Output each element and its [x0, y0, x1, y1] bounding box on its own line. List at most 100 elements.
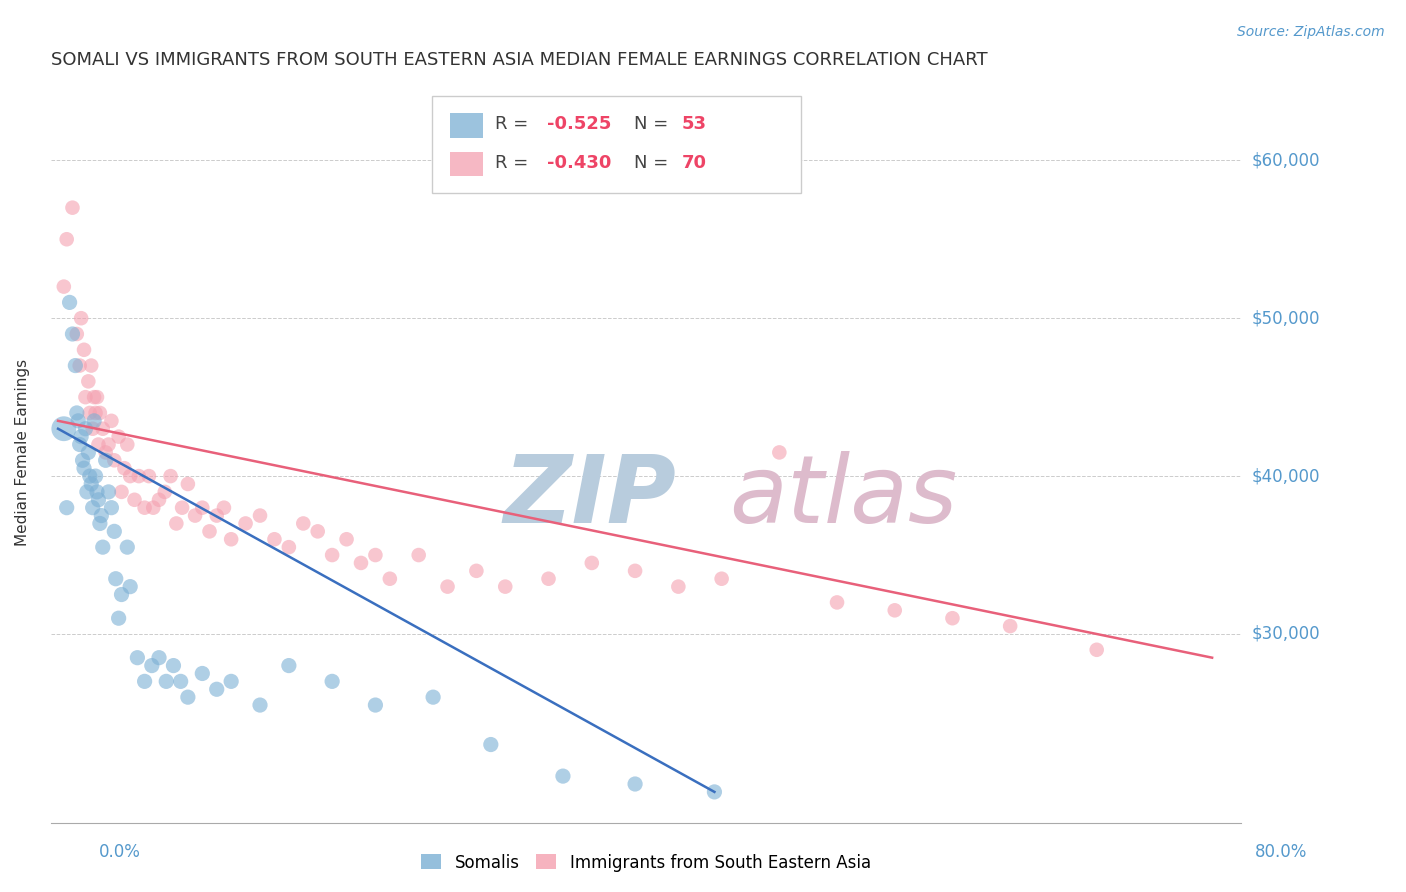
Point: [107, 611, 129, 625]
Text: $50,000: $50,000: [1253, 310, 1320, 327]
Point: [155, 674, 177, 689]
Point: [65, 359, 87, 373]
Point: [666, 580, 689, 594]
Point: [75, 422, 97, 436]
Text: -0.430: -0.430: [547, 154, 612, 172]
Point: [80, 477, 103, 491]
Text: R =: R =: [495, 115, 534, 134]
Point: [292, 516, 315, 531]
Text: 80.0%: 80.0%: [1256, 843, 1308, 861]
Point: [364, 548, 387, 562]
Point: [436, 580, 458, 594]
Point: [159, 469, 181, 483]
Point: [169, 674, 191, 689]
Point: [76, 484, 98, 499]
Point: [537, 572, 560, 586]
Point: [825, 595, 848, 609]
Point: [212, 500, 235, 515]
Text: 70: 70: [682, 154, 707, 172]
Point: [84, 406, 107, 420]
Point: [66, 326, 89, 341]
Point: [551, 769, 574, 783]
Text: 0.0%: 0.0%: [98, 843, 141, 861]
Point: [219, 533, 242, 547]
Point: [624, 777, 647, 791]
FancyBboxPatch shape: [450, 152, 482, 177]
Point: [91, 540, 114, 554]
Point: [87, 492, 110, 507]
Text: ZIP: ZIP: [503, 451, 676, 543]
Point: [198, 524, 221, 539]
Point: [82, 500, 104, 515]
Point: [94, 453, 117, 467]
Point: [998, 619, 1021, 633]
Point: [55, 500, 77, 515]
Point: [127, 650, 149, 665]
Point: [1085, 642, 1108, 657]
Point: [112, 461, 135, 475]
Point: [77, 445, 100, 459]
Point: [89, 516, 111, 531]
Point: [703, 785, 725, 799]
Point: [52, 279, 75, 293]
Point: [104, 572, 127, 586]
Text: atlas: atlas: [730, 451, 957, 542]
Point: [72, 453, 94, 467]
Point: [120, 469, 142, 483]
Point: [97, 484, 120, 499]
Point: [277, 540, 299, 554]
Point: [148, 650, 170, 665]
Point: [263, 533, 285, 547]
Point: [67, 414, 90, 428]
Point: [110, 484, 132, 499]
Point: [117, 437, 139, 451]
Point: [624, 564, 647, 578]
Point: [58, 295, 80, 310]
Point: [94, 445, 117, 459]
Point: [100, 500, 122, 515]
Point: [148, 492, 170, 507]
Point: [335, 533, 357, 547]
Point: [162, 658, 184, 673]
Text: -0.525: -0.525: [547, 115, 612, 134]
Point: [581, 556, 603, 570]
Point: [66, 406, 89, 420]
Point: [134, 674, 156, 689]
Point: [83, 414, 105, 428]
Point: [70, 429, 93, 443]
Point: [364, 698, 387, 712]
Point: [70, 311, 93, 326]
Point: [184, 508, 207, 523]
Point: [134, 500, 156, 515]
Text: N =: N =: [634, 154, 673, 172]
Point: [205, 508, 228, 523]
Point: [277, 658, 299, 673]
Point: [350, 556, 373, 570]
Point: [120, 580, 142, 594]
Point: [73, 461, 96, 475]
Point: [79, 406, 101, 420]
FancyBboxPatch shape: [450, 113, 482, 137]
Point: [321, 674, 343, 689]
Point: [77, 375, 100, 389]
Text: $60,000: $60,000: [1253, 152, 1320, 169]
Point: [153, 484, 176, 499]
Point: [89, 406, 111, 420]
Point: [191, 500, 214, 515]
Point: [710, 572, 733, 586]
Text: $30,000: $30,000: [1253, 625, 1320, 643]
Text: $40,000: $40,000: [1253, 467, 1320, 485]
Point: [55, 232, 77, 246]
Point: [69, 359, 91, 373]
Point: [128, 469, 150, 483]
Point: [62, 326, 84, 341]
Point: [249, 698, 271, 712]
Text: R =: R =: [495, 154, 534, 172]
Text: Source: ZipAtlas.com: Source: ZipAtlas.com: [1237, 25, 1385, 39]
Point: [79, 469, 101, 483]
Point: [205, 682, 228, 697]
Point: [69, 437, 91, 451]
Point: [422, 690, 444, 705]
Point: [103, 453, 125, 467]
Point: [479, 738, 502, 752]
